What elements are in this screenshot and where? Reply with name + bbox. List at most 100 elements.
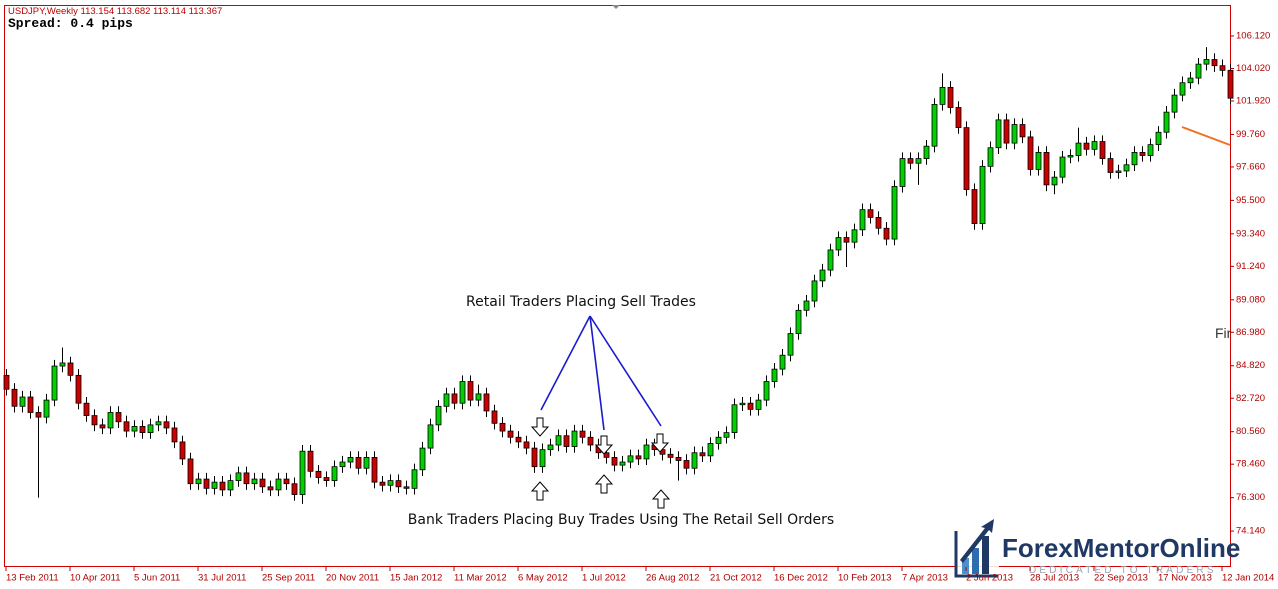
x-tick-label: 17 Nov 2013	[1158, 573, 1212, 584]
candle-body	[531, 447, 538, 468]
candle-body	[923, 145, 930, 159]
candle-body	[315, 470, 322, 478]
candle-body	[971, 189, 978, 225]
y-tick-label: 89.080	[1236, 294, 1265, 305]
candle-body	[331, 466, 338, 482]
candle-body	[379, 481, 386, 486]
candle-body	[1107, 158, 1114, 173]
down-arrow	[650, 433, 670, 453]
candle-body	[339, 461, 346, 468]
candle-body	[1155, 131, 1162, 146]
candle-body	[299, 450, 306, 495]
up-arrow	[530, 481, 550, 501]
candle-body	[1147, 144, 1154, 156]
y-tick-label: 106.120	[1236, 30, 1270, 41]
candle-body	[603, 452, 610, 458]
candle-body	[155, 421, 162, 426]
callout-line	[540, 315, 591, 411]
candle-body	[1211, 59, 1218, 67]
y-tick-label: 80.560	[1236, 426, 1265, 437]
candle-body	[259, 478, 266, 488]
candle-body	[363, 456, 370, 469]
candle-body	[915, 158, 922, 164]
candle-body	[115, 412, 122, 423]
candle-body	[211, 481, 218, 489]
x-tick-label: 13 Feb 2011	[6, 573, 59, 584]
candle-body	[131, 426, 138, 432]
candle-body	[947, 86, 954, 108]
candle-body	[467, 381, 474, 401]
candle-body	[899, 158, 906, 187]
up-arrow	[594, 474, 614, 494]
candle-body	[1123, 164, 1130, 172]
logo-name: ForexMentorOnline	[1002, 533, 1240, 563]
candle-body	[555, 435, 562, 446]
candle-body	[1115, 170, 1122, 173]
candle-body	[355, 456, 362, 469]
candle-body	[99, 424, 106, 429]
candle-body	[851, 229, 858, 243]
y-tick-label: 99.760	[1236, 129, 1265, 140]
x-tick-label: 1 Jul 2012	[582, 573, 626, 584]
candle-body	[283, 478, 290, 485]
candle-body	[251, 478, 258, 485]
candle-body	[371, 456, 378, 483]
y-tick-label: 91.240	[1236, 261, 1265, 272]
candle-body	[1227, 69, 1234, 99]
candle-body	[667, 453, 674, 458]
candle-body	[675, 456, 682, 461]
candle-body	[139, 426, 146, 434]
candle-body	[1219, 65, 1226, 71]
candle-body	[867, 209, 874, 218]
candle-body	[635, 455, 642, 460]
candle-body	[907, 158, 914, 164]
candle-body	[987, 147, 994, 167]
candle-body	[627, 455, 634, 463]
logo-bar	[972, 548, 979, 574]
candle-body	[243, 472, 250, 485]
candle-body	[163, 421, 170, 429]
candle-body	[83, 402, 90, 416]
candle-body	[91, 415, 98, 426]
callout-line	[589, 315, 605, 431]
candle-body	[715, 436, 722, 444]
arrows	[530, 417, 671, 509]
down-arrow	[594, 435, 614, 455]
y-tick-label: 101.920	[1236, 96, 1270, 107]
x-tick-label: 6 May 2012	[518, 573, 568, 584]
candle-body	[219, 481, 226, 491]
candle-body	[803, 300, 810, 311]
x-tick-label: 7 Apr 2013	[902, 573, 948, 584]
candle-body	[1131, 151, 1138, 166]
annotation: Retail Traders Placing Sell Trades	[466, 294, 696, 310]
candle-body	[1083, 142, 1090, 150]
candle-body	[931, 103, 938, 147]
x-tick-label: 11 Mar 2012	[454, 573, 507, 584]
candle-body	[731, 404, 738, 434]
candle-body	[499, 422, 506, 432]
candle-body	[43, 399, 50, 418]
candle-body	[347, 456, 354, 463]
candle-body	[35, 412, 42, 418]
candle-body	[443, 393, 450, 407]
candle-body	[827, 249, 834, 271]
candle-body	[891, 186, 898, 240]
y-tick-label: 86.980	[1236, 327, 1265, 338]
y-tick-label: 104.020	[1236, 63, 1270, 74]
candle-body	[491, 410, 498, 424]
candle-body	[75, 374, 82, 404]
candle-body	[411, 469, 418, 489]
candle-body	[571, 430, 578, 447]
x-tick-label: 31 Jul 2011	[198, 573, 246, 584]
candle-body	[1171, 94, 1178, 113]
candle-body	[267, 486, 274, 491]
up-arrow	[651, 489, 671, 509]
candle-body	[843, 237, 850, 243]
y-tick-label: 93.340	[1236, 228, 1265, 239]
candle-body	[475, 393, 482, 401]
x-tick-label: 10 Feb 2013	[838, 573, 891, 584]
candle-body	[3, 374, 10, 390]
callout-lines	[540, 315, 662, 431]
candle-body	[1035, 151, 1042, 170]
